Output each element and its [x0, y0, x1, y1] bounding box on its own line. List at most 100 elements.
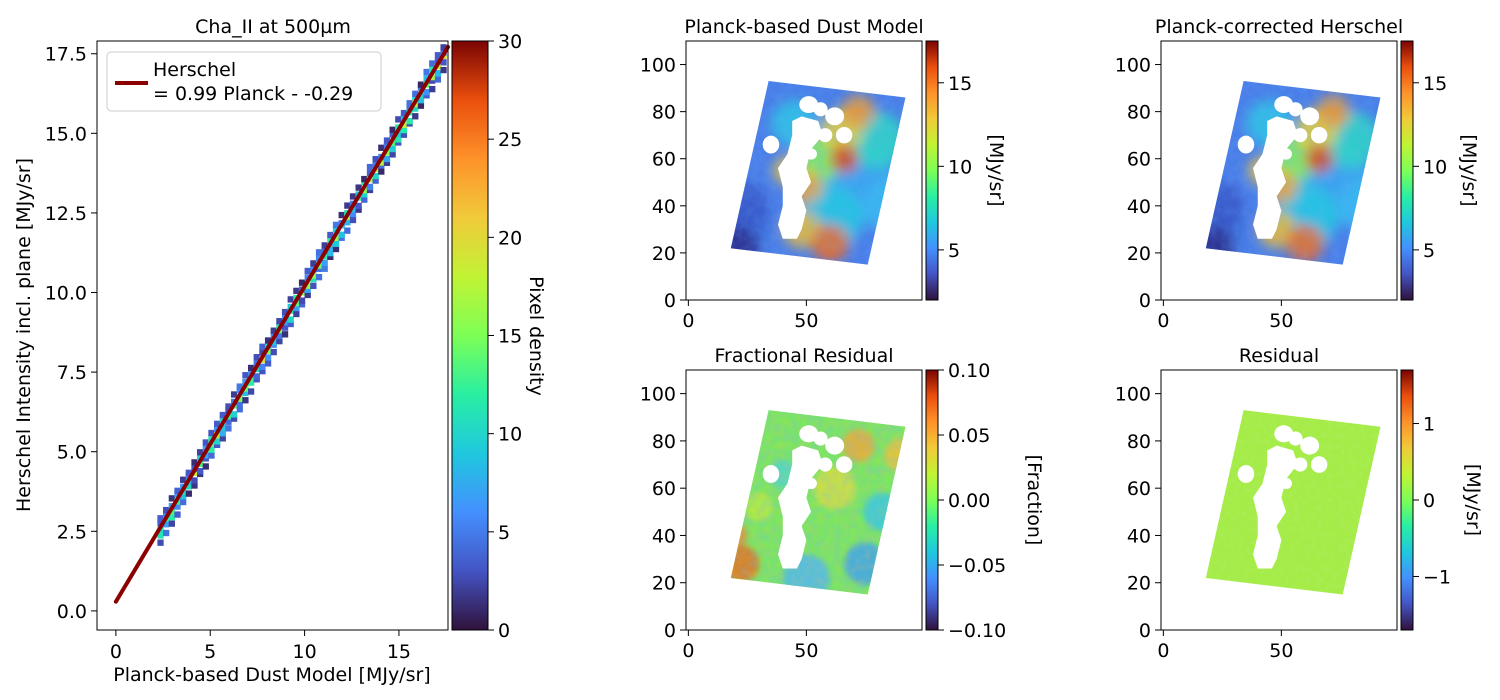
density-cell: [225, 418, 232, 425]
map-image: [1205, 410, 1381, 595]
panel-title: Planck-based Dust Model: [684, 16, 923, 38]
density-cell: [264, 354, 272, 361]
y-tick-label: 0: [664, 290, 676, 312]
density-cell: [293, 304, 300, 312]
density-cell: [259, 343, 266, 350]
density-cell: [400, 109, 408, 117]
density-cell: [366, 183, 374, 191]
panel-axes-frame: [1160, 369, 1398, 631]
density-cell: [395, 116, 402, 123]
y-tick-label: 20: [1127, 573, 1151, 595]
density-cell: [361, 191, 368, 198]
colorbar-tick-label: 10: [498, 424, 522, 446]
colorbar-label: [MJy/sr]: [1458, 134, 1480, 206]
density-legend: Herschel = 0.99 Planck - -0.29: [106, 51, 382, 112]
density-cell: [412, 90, 419, 97]
y-tick-label: 20: [652, 243, 676, 265]
density-cell: [412, 105, 419, 112]
density-cell: [417, 81, 425, 88]
density-cell: [191, 459, 198, 466]
y-tick-label: 80: [1127, 102, 1151, 124]
density-cell: [230, 391, 238, 398]
density-cell: [434, 52, 442, 59]
density-cell: [242, 389, 249, 397]
density-cell: [180, 493, 187, 500]
density-cell: [281, 324, 289, 331]
colorbar-gradient: [1400, 369, 1414, 631]
density-cell: [163, 506, 170, 514]
density-cell: [242, 397, 249, 404]
density-cell: [298, 297, 306, 304]
density-cell: [208, 452, 215, 459]
density-cell: [157, 519, 164, 527]
density-cell: [383, 137, 391, 144]
density-cell: [332, 240, 340, 247]
density-cell: [247, 388, 255, 395]
density-cell: [236, 386, 243, 394]
y-tick-label: 60: [1127, 478, 1151, 500]
density-cell: [412, 93, 419, 101]
colorbar-tick-label: 20: [498, 227, 522, 249]
corrected-herschel-panel: Planck-corrected Herschel 0 50 0 20 40 60 80 100…: [1115, 16, 1480, 332]
density-cell: [287, 320, 294, 328]
density-cell: [315, 273, 323, 281]
y-tick-label: 12.5: [45, 203, 87, 225]
residual-panel: Residual 0 50 0 20 40 60 80 100 −1 0 1 [MJy/sr]: [1115, 345, 1484, 662]
density-cell: [423, 68, 430, 76]
legend-line2: = 0.99 Planck - -0.29: [153, 83, 353, 105]
density-cell: [332, 221, 340, 229]
density-cell: [236, 383, 243, 390]
y-tick-label: 80: [652, 431, 676, 453]
density-cell: [304, 286, 311, 293]
density-cell: [157, 515, 164, 522]
density-cell: [366, 170, 374, 177]
density-cell: [214, 438, 221, 445]
colorbar-gradient: [451, 40, 489, 631]
density-cell: [429, 73, 436, 81]
colorbar-gradient: [925, 40, 939, 301]
density-cell: [389, 131, 396, 138]
legend-line1: Herschel: [153, 59, 236, 81]
colorbar-tick-label: 0.00: [948, 490, 990, 512]
density-cell: [349, 193, 357, 200]
masked-region: [762, 425, 853, 569]
legend-box: [106, 51, 382, 112]
density-cell: [389, 151, 396, 158]
density-cell: [157, 532, 164, 539]
density-cell: [270, 327, 277, 334]
density-cell: [338, 211, 345, 219]
density-cell: [197, 449, 204, 456]
colorbar-tick-label: 5: [498, 522, 510, 544]
colorbar-tick-label: −0.05: [948, 555, 1006, 577]
density-cell: [423, 75, 430, 82]
density-cell: [429, 77, 436, 84]
y-tick-label: 2.5: [57, 521, 87, 543]
density-cell: [310, 282, 317, 290]
density-cell: [276, 318, 283, 325]
density-cell: [163, 521, 170, 528]
y-tick-label: 17.5: [45, 44, 87, 66]
density-cell: [185, 469, 192, 476]
masked-region: [762, 96, 853, 239]
density-cell: [349, 210, 357, 218]
density-cell: [434, 70, 442, 77]
y-tick-label: 0: [1139, 290, 1151, 312]
panel-axes-frame: [685, 369, 923, 631]
density-cell: [247, 364, 255, 372]
density-cell: [344, 202, 351, 209]
density-cell: [315, 265, 323, 273]
density-cell: [219, 411, 226, 419]
x-tick-label: 10: [292, 641, 316, 663]
density-cell: [327, 249, 334, 257]
density-cell: [378, 159, 385, 166]
density-cell: [338, 231, 345, 238]
colorbar-tick-label: 5: [1423, 240, 1435, 262]
colorbar-tick-label: 25: [498, 129, 522, 151]
colorbar-tick-label: 10: [1423, 156, 1447, 178]
x-tick-label: 50: [1269, 310, 1293, 332]
density-cell: [406, 100, 413, 107]
map-image: [1205, 81, 1381, 265]
density-cell: [253, 354, 260, 361]
density-cell: [304, 291, 311, 299]
